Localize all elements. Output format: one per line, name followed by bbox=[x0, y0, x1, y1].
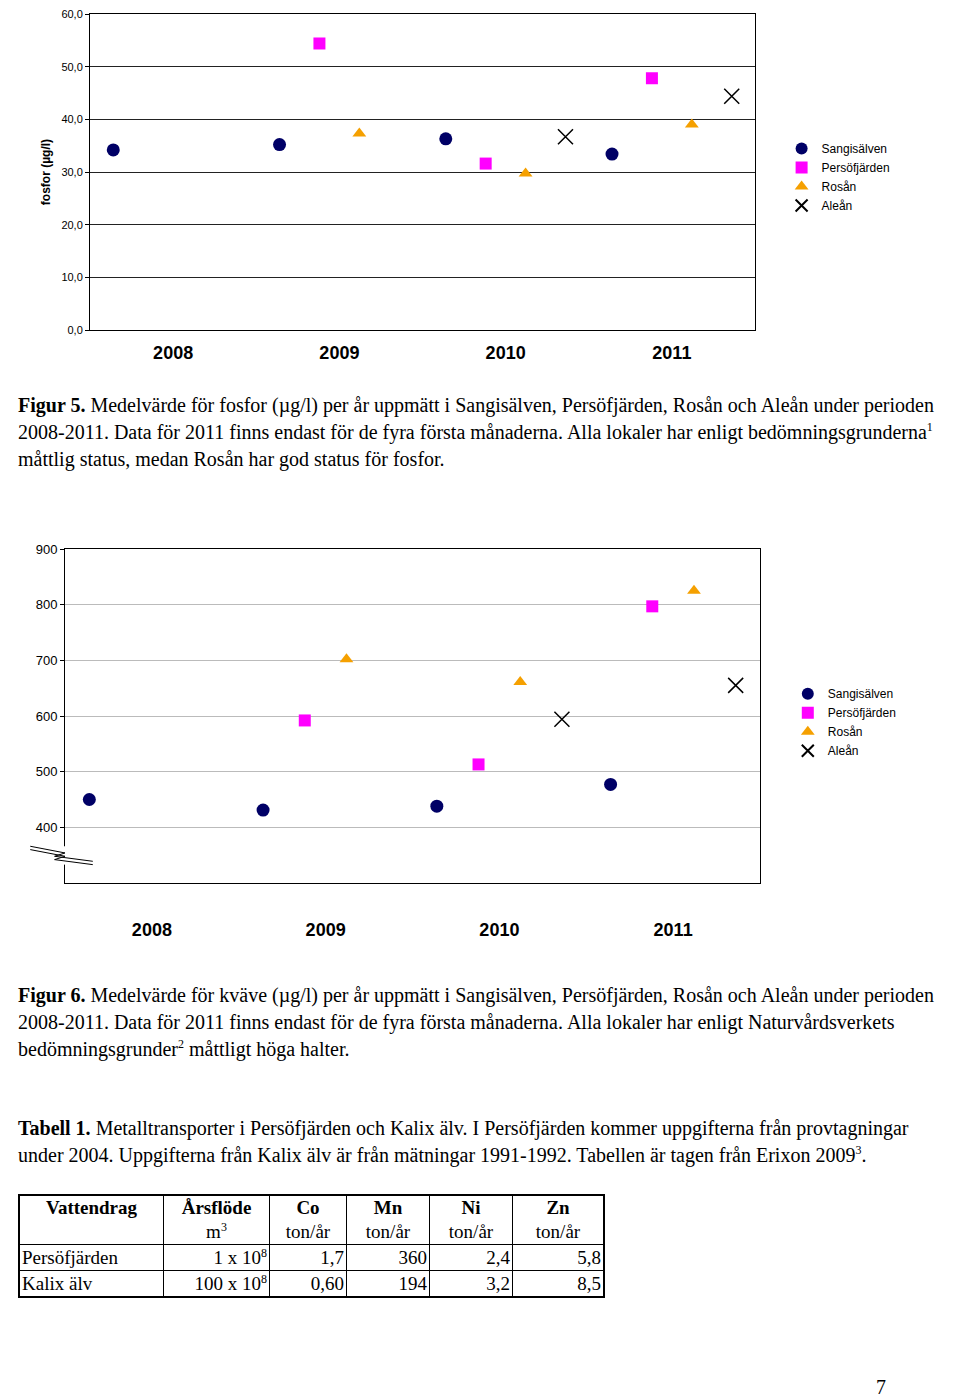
svg-text:2011: 2011 bbox=[652, 343, 691, 363]
svg-text:40,0: 40,0 bbox=[61, 113, 82, 125]
svg-text:800: 800 bbox=[36, 597, 58, 612]
svg-text:2009: 2009 bbox=[306, 920, 346, 940]
html-text:0,60: 0,60 bbox=[310, 1272, 344, 1294]
svg-text:20,0: 20,0 bbox=[61, 219, 82, 231]
html-text:7: 7 bbox=[876, 1376, 886, 1398]
html-text:Vattendrag: Vattendrag bbox=[45, 1197, 138, 1218]
html-text:Ni: Ni bbox=[461, 1197, 481, 1218]
html-text:3.: 3. bbox=[855, 1143, 867, 1166]
svg-text:600: 600 bbox=[36, 709, 58, 724]
html-text:Kalix älv: Kalix älv bbox=[22, 1272, 93, 1294]
html-text:ton/år: ton/år bbox=[365, 1221, 411, 1242]
html-text:ton/år: ton/år bbox=[448, 1221, 494, 1242]
html-text:Figur 6. Medelvärde för kväve: Figur 6. Medelvärde för kväve (µg/l) per… bbox=[18, 984, 934, 1060]
html-text:Co: Co bbox=[296, 1197, 320, 1218]
svg-text:2008: 2008 bbox=[153, 343, 193, 363]
svg-text:700: 700 bbox=[36, 653, 58, 668]
svg-text:2011: 2011 bbox=[654, 920, 693, 940]
svg-text:2009: 2009 bbox=[319, 343, 359, 363]
html-text:360: 360 bbox=[398, 1246, 427, 1268]
html-text:8: 8 bbox=[261, 1271, 267, 1286]
svg-text:Rosån: Rosån bbox=[828, 725, 863, 739]
html-text:8,5: 8,5 bbox=[577, 1272, 601, 1294]
svg-text:60,0: 60,0 bbox=[61, 8, 82, 20]
html-text:måttlig status, medan Rosån ha: måttlig status, medan Rosån har god stat… bbox=[18, 448, 445, 470]
html-text:3,2: 3,2 bbox=[486, 1272, 510, 1294]
svg-text:500: 500 bbox=[36, 764, 58, 779]
svg-text:fosfor (µg/l): fosfor (µg/l) bbox=[39, 139, 53, 205]
svg-text:50,0: 50,0 bbox=[61, 61, 82, 73]
html-text:m3: m3 bbox=[206, 1219, 227, 1242]
html-text:100 x 10: 100 x 10 bbox=[194, 1272, 261, 1294]
svg-text:900: 900 bbox=[36, 542, 58, 557]
svg-text:Sangisälven: Sangisälven bbox=[828, 687, 893, 701]
html-text:1,7: 1,7 bbox=[320, 1246, 344, 1268]
html-text:Persöfjärden: Persöfjärden bbox=[22, 1246, 118, 1268]
html-text:194: 194 bbox=[398, 1272, 427, 1294]
svg-text:Aleån: Aleån bbox=[822, 199, 853, 213]
html-text:Mn: Mn bbox=[373, 1197, 403, 1218]
html-text:ton/år: ton/år bbox=[285, 1221, 331, 1242]
html-text:8: 8 bbox=[261, 1245, 267, 1260]
svg-text:Aleån: Aleån bbox=[828, 744, 859, 758]
svg-text:2010: 2010 bbox=[479, 920, 519, 940]
svg-text:Sangisälven: Sangisälven bbox=[822, 142, 887, 156]
svg-text:0,0: 0,0 bbox=[68, 324, 83, 336]
html-text:ton/år: ton/år bbox=[535, 1221, 581, 1242]
svg-text:Rosån: Rosån bbox=[822, 180, 857, 194]
html-text:Årsflöde: Årsflöde bbox=[181, 1197, 252, 1218]
svg-text:Persöfjärden: Persöfjärden bbox=[828, 706, 896, 720]
html-text:5,8: 5,8 bbox=[577, 1246, 601, 1268]
svg-text:2010: 2010 bbox=[486, 343, 526, 363]
svg-text:400: 400 bbox=[36, 820, 58, 835]
svg-text:30,0: 30,0 bbox=[61, 166, 82, 178]
html-text:1 x 10: 1 x 10 bbox=[213, 1246, 261, 1268]
svg-text:2008: 2008 bbox=[132, 920, 172, 940]
svg-text:10,0: 10,0 bbox=[61, 271, 82, 283]
html-text:Tabell 1. Metalltransporter i: Tabell 1. Metalltransporter i Persöfjärd… bbox=[18, 1117, 909, 1166]
html-text:Figur 5. Medelvärde för fosfor: Figur 5. Medelvärde för fosfor (µg/l) pe… bbox=[18, 394, 934, 443]
html-text:2,4: 2,4 bbox=[486, 1246, 510, 1268]
svg-text:Persöfjärden: Persöfjärden bbox=[822, 161, 890, 175]
html-text:Zn: Zn bbox=[546, 1197, 570, 1218]
